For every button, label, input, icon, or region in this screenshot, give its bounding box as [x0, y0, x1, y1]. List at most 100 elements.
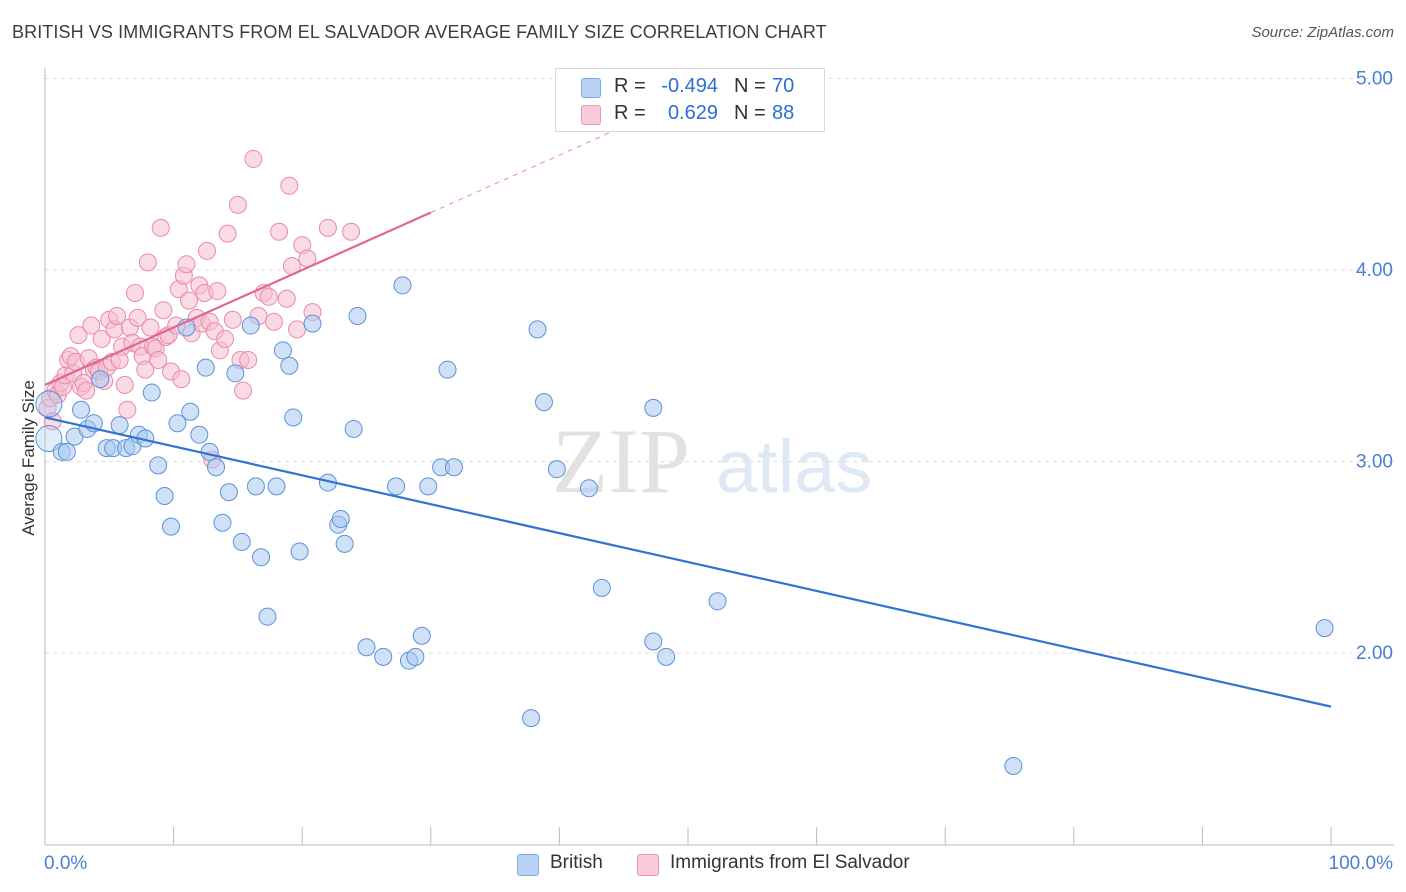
british-point-65 — [644, 398, 663, 417]
british-point-27 — [219, 483, 238, 502]
legend-row-british: R = -0.494 N = 70 — [556, 73, 824, 101]
british-point-39 — [303, 314, 322, 333]
salvador-trendline — [44, 211, 432, 386]
salvador-r-label: R = — [614, 102, 646, 124]
salvador-point-54 — [180, 291, 199, 310]
salvador-point-79 — [277, 289, 296, 308]
watermark-atlas: atlas — [716, 425, 872, 508]
watermark-zip: ZIP — [552, 410, 690, 512]
tick-labels: 2.00 3.00 4.00 5.00 0.0% 100.0% — [44, 69, 1393, 875]
british-point-26 — [213, 513, 232, 532]
bottom-british-swatch — [517, 854, 539, 876]
salvador-point-43 — [149, 351, 168, 370]
salvador-point-30 — [115, 375, 134, 394]
correlation-legend: R = -0.494 N = 70 R = 0.629 N = 88 — [555, 68, 825, 132]
salvador-point-12 — [69, 326, 88, 345]
salvador-point-86 — [342, 222, 361, 241]
british-point-43 — [335, 534, 354, 553]
british-point-63 — [644, 632, 663, 651]
british-point-58 — [528, 320, 547, 339]
bottom-salvador-label: Immigrants from El Salvador — [670, 852, 910, 873]
british-point-37 — [284, 408, 303, 427]
british-point-7 — [91, 370, 110, 389]
salvador-point-73 — [244, 149, 263, 168]
salvador-point-35 — [128, 308, 147, 327]
salvador-point-85 — [318, 218, 337, 237]
series-british-points — [35, 276, 1334, 775]
british-point-38 — [290, 542, 309, 561]
salvador-point-44 — [151, 218, 170, 237]
british-point-22 — [190, 425, 209, 444]
salvador-point-76 — [259, 287, 278, 306]
salvador-trendline-extension — [430, 120, 637, 214]
british-point-45 — [348, 306, 367, 325]
british-point-23 — [196, 358, 215, 377]
british-point-36 — [280, 356, 299, 375]
salvador-point-87 — [280, 176, 299, 195]
y-tick-label-3: 5.00 — [1356, 69, 1393, 90]
salvador-point-45 — [154, 301, 173, 320]
british-point-48 — [387, 477, 406, 496]
british-point-49 — [393, 276, 412, 295]
british-point-16 — [149, 456, 168, 475]
salvador-point-40 — [141, 318, 160, 337]
y-tick-label-0: 2.00 — [1356, 643, 1393, 664]
british-point-30 — [241, 316, 260, 335]
salvador-n-label: N = — [734, 102, 766, 124]
british-point-61 — [579, 479, 598, 498]
salvador-point-21 — [92, 329, 111, 348]
british-point-59 — [534, 393, 553, 412]
british-point-0 — [35, 425, 63, 453]
british-point-21 — [181, 402, 200, 421]
salvador-r-value: 0.629 — [667, 102, 718, 124]
salvador-point-53 — [177, 255, 196, 274]
british-point-10 — [110, 416, 129, 435]
british-point-52 — [412, 626, 431, 645]
british-point-29 — [232, 532, 251, 551]
british-point-56 — [444, 458, 463, 477]
british-point-17 — [155, 486, 174, 505]
salvador-point-78 — [270, 222, 289, 241]
watermark: ZIP atlas — [552, 410, 872, 512]
british-point-53 — [419, 477, 438, 496]
chart-title: BRITISH VS IMMIGRANTS FROM EL SALVADOR A… — [12, 22, 827, 42]
british-point-68 — [1315, 619, 1334, 638]
salvador-point-39 — [138, 253, 157, 272]
british-point-57 — [522, 709, 541, 728]
british-r-value: -0.494 — [661, 75, 718, 97]
salvador-point-60 — [198, 241, 217, 260]
salvador-point-15 — [77, 381, 96, 400]
salvador-point-34 — [126, 283, 145, 302]
salvador-point-38 — [136, 360, 155, 379]
british-point-2 — [57, 442, 76, 461]
british-point-18 — [162, 517, 181, 536]
salvador-n-value: 88 — [772, 102, 795, 124]
british-point-60 — [547, 460, 566, 479]
british-point-69 — [35, 390, 63, 418]
british-point-55 — [438, 360, 457, 379]
british-point-35 — [273, 341, 292, 360]
y-tick-label-1: 3.00 — [1356, 452, 1393, 473]
british-point-44 — [344, 419, 363, 438]
british-point-64 — [657, 647, 676, 666]
british-swatch — [581, 78, 601, 98]
british-point-4 — [72, 400, 91, 419]
trendlines — [44, 120, 1332, 708]
british-n-value: 70 — [772, 75, 795, 97]
x-tick-label-1: 100.0% — [1329, 853, 1394, 874]
salvador-point-67 — [218, 224, 237, 243]
british-point-46 — [357, 638, 376, 657]
british-point-25 — [207, 458, 226, 477]
british-point-33 — [258, 607, 277, 626]
bottom-salvador-swatch — [637, 854, 659, 876]
british-point-47 — [374, 647, 393, 666]
british-point-32 — [252, 548, 271, 567]
y-tick-label-2: 4.00 — [1356, 260, 1393, 281]
x-tick-label-0: 0.0% — [44, 853, 87, 874]
salvador-point-81 — [288, 320, 307, 339]
salvador-point-71 — [234, 381, 253, 400]
axes — [44, 68, 1394, 846]
bottom-british-label: British — [550, 852, 603, 873]
british-r-label: R = — [614, 75, 646, 97]
